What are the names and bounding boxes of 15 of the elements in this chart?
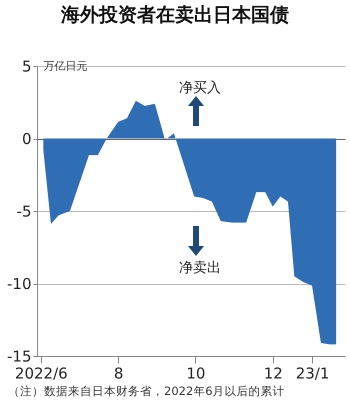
x-tick-label: 12: [264, 364, 283, 382]
text: （注）数据来自日本财务省，2022年6月以后的累计: [8, 384, 285, 399]
x-tick-label: 10: [186, 364, 206, 382]
annotation: 净卖出: [179, 260, 221, 276]
y-tick-label: -10: [7, 275, 32, 293]
x-tick-label: 2022/6: [14, 364, 68, 382]
x-tick-label: 23/1: [296, 364, 330, 382]
y-tick-label: -5: [16, 202, 32, 220]
x-tick-label: 8: [114, 364, 124, 382]
y-tick-label: 0: [22, 130, 32, 148]
y-tick-label: 5: [22, 58, 32, 76]
y-axis-title: 万亿日元: [44, 60, 88, 72]
y-tick-label: -15: [7, 348, 32, 366]
chart-title: 海外投资者在卖出日本国债: [60, 4, 289, 26]
annotation: 净买入: [179, 80, 221, 96]
